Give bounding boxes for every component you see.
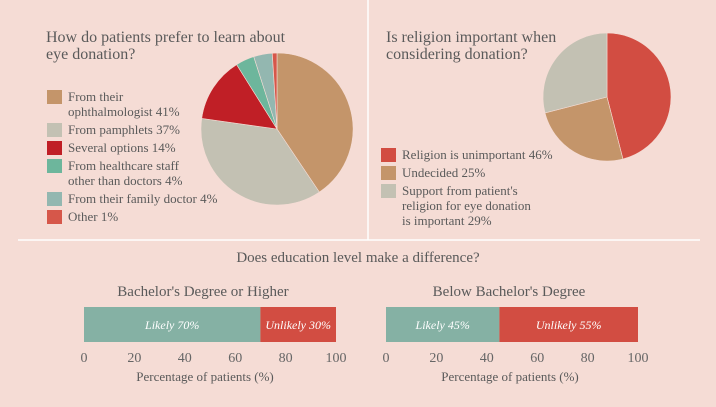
religion-pie-slice-2 xyxy=(542,32,608,114)
below-bachelor-segment-label-0: Likely 45% xyxy=(415,318,470,332)
bachelor-bar: Likely 70% Unlikely 30% xyxy=(84,307,336,342)
bachelor-tick-3: 60 xyxy=(228,351,242,366)
below-bachelor-segment-label-1: Unlikely 55% xyxy=(536,318,602,332)
below-bachelor-tick-1: 20 xyxy=(429,351,443,366)
bachelor-bar-title: Bachelor's Degree or Higher xyxy=(117,284,288,300)
below-bachelor-tick-4: 80 xyxy=(581,351,595,366)
religion-pie-title-line-2: considering donation? xyxy=(386,46,528,63)
bachelor-xlabel: Percentage of patients (%) xyxy=(136,369,274,384)
learning-pie-slice-2 xyxy=(201,64,278,130)
religion-pie-legend-swatch-1 xyxy=(381,166,396,180)
religion-pie-legend-label-1-0: Undecided 25% xyxy=(402,165,486,180)
bachelor-tick-1: 20 xyxy=(127,351,141,366)
learning-pie-legend-swatch-0 xyxy=(47,90,62,104)
bachelor-tick-2: 40 xyxy=(178,351,192,366)
learning-pie-legend-label-2-0: Several options 14% xyxy=(68,140,176,155)
learning-pie-legend-label-3-0: From healthcare staff xyxy=(68,158,180,173)
below-bachelor-bar-chart: Below Bachelor's Degree Likely 45% Unlike… xyxy=(383,284,649,384)
learning-pie-title-line-1: How do patients prefer to learn about xyxy=(46,29,286,46)
learning-pie-legend-label-5-0: Other 1% xyxy=(68,209,118,224)
learning-pie-slice-1 xyxy=(200,118,320,206)
religion-pie-legend-label-0-0: Religion is unimportant 46% xyxy=(402,147,553,162)
bachelor-segment-label-0: Likely 70% xyxy=(144,318,199,332)
religion-pie-slice-1 xyxy=(544,96,624,162)
bachelor-segment-label-1: Unlikely 30% xyxy=(265,318,331,332)
bachelor-segment-1 xyxy=(260,307,336,342)
learning-pie-legend-swatch-3 xyxy=(47,159,62,173)
learning-pie-legend-swatch-2 xyxy=(47,141,62,155)
learning-pie-legend-label-0-1: ophthalmologist 41% xyxy=(68,104,180,119)
religion-pie-legend-label-2-1: religion for eye donation xyxy=(402,198,531,213)
learning-pie-legend-swatch-4 xyxy=(47,192,62,206)
learning-pie-legend-label-4-0: From their family doctor 4% xyxy=(68,191,218,206)
learning-pie-slice-0 xyxy=(276,52,354,193)
learning-pie-panel: How do patients prefer to learn about ey… xyxy=(46,29,354,224)
learning-pie xyxy=(200,52,354,206)
below-bachelor-segment-0 xyxy=(386,307,500,342)
bachelor-segment-0 xyxy=(84,307,261,342)
below-bachelor-tick-2: 40 xyxy=(480,351,494,366)
below-bachelor-axis: 0 20 40 60 80 100 xyxy=(383,351,649,366)
below-bachelor-bar: Likely 45% Unlikely 55% xyxy=(386,307,638,342)
learning-pie-legend-label-0-0: From their xyxy=(68,89,124,104)
bachelor-axis: 0 20 40 60 80 100 xyxy=(81,351,347,366)
religion-pie-legend: Religion is unimportant 46% Undecided 25%… xyxy=(381,147,553,228)
learning-pie-legend-label-3-1: other than doctors 4% xyxy=(68,173,183,188)
education-section-title: Does education level make a difference? xyxy=(236,250,480,266)
religion-pie-legend-label-2-0: Support from patient's xyxy=(402,183,518,198)
below-bachelor-xlabel: Percentage of patients (%) xyxy=(441,369,579,384)
below-bachelor-segment-1 xyxy=(499,307,638,342)
religion-pie xyxy=(542,32,672,162)
learning-pie-title-line-2: eye donation? xyxy=(46,46,135,63)
below-bachelor-tick-0: 0 xyxy=(383,351,390,366)
learning-pie-legend-label-1-0: From pamphlets 37% xyxy=(68,122,180,137)
religion-pie-legend-swatch-0 xyxy=(381,148,396,162)
bachelor-tick-5: 100 xyxy=(326,351,347,366)
bachelor-tick-4: 80 xyxy=(279,351,293,366)
religion-pie-legend-label-2-2: is important 29% xyxy=(402,213,492,228)
religion-pie-panel: Is religion important when considering d… xyxy=(381,29,672,228)
below-bachelor-tick-5: 100 xyxy=(628,351,649,366)
below-bachelor-bar-title: Below Bachelor's Degree xyxy=(433,284,586,300)
bachelor-bar-chart: Bachelor's Degree or Higher Likely 70% Un… xyxy=(81,284,347,384)
religion-pie-title-line-1: Is religion important when xyxy=(386,29,556,46)
bachelor-tick-0: 0 xyxy=(81,351,88,366)
religion-pie-legend-swatch-2 xyxy=(381,184,396,198)
learning-pie-slice-5 xyxy=(271,52,278,130)
religion-pie-slice-0 xyxy=(606,32,672,160)
learning-pie-legend-swatch-5 xyxy=(47,210,62,224)
below-bachelor-tick-3: 60 xyxy=(530,351,544,366)
learning-pie-legend-swatch-1 xyxy=(47,123,62,137)
